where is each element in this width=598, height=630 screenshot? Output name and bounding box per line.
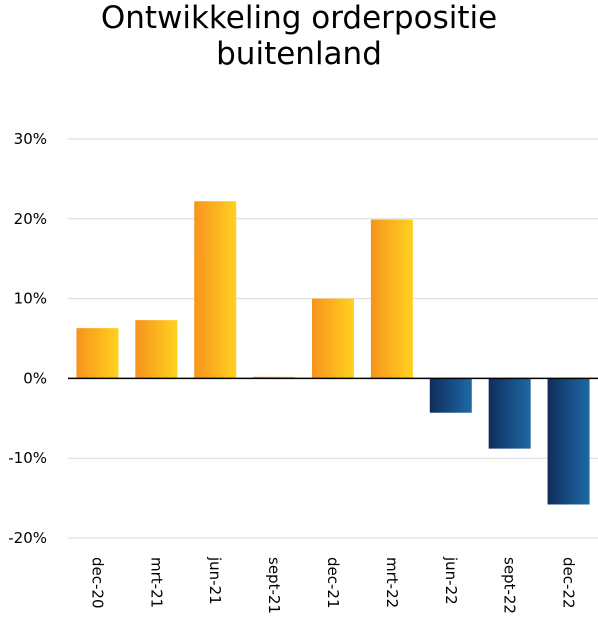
x-category-label: sept-22 xyxy=(501,557,519,614)
y-tick-label: 20% xyxy=(14,210,47,228)
x-category-label: dec-21 xyxy=(324,557,342,609)
y-tick-label: -20% xyxy=(8,529,47,547)
bar-dec-22 xyxy=(547,378,590,505)
chart-title-line-2: buitenland xyxy=(216,36,382,72)
x-category-label: dec-20 xyxy=(88,557,106,609)
y-tick-label: 30% xyxy=(14,130,47,148)
bar-sept-22 xyxy=(488,378,531,449)
x-category-label: jun-22 xyxy=(442,556,460,605)
bar-dec-21 xyxy=(312,298,354,379)
bars xyxy=(76,201,590,505)
chart-title: Ontwikkeling orderpositie buitenland xyxy=(0,0,598,72)
bar-jun-21 xyxy=(194,201,237,379)
y-tick-label: -10% xyxy=(8,449,47,467)
y-tick-label: 10% xyxy=(14,290,47,308)
bar-sept-21 xyxy=(253,376,296,379)
chart-title-line-1: Ontwikkeling orderpositie xyxy=(100,0,498,36)
bar-jun-22 xyxy=(429,378,472,413)
bar-mrt-22 xyxy=(370,219,413,379)
x-category-label: dec-22 xyxy=(560,557,578,609)
x-axis-labels: dec-20 mrt-21 jun-21 sept-21 dec-21 mrt-22 jun… xyxy=(88,556,577,614)
x-category-label: sept-21 xyxy=(265,557,283,614)
y-tick-label: 0% xyxy=(23,369,47,387)
x-category-label: mrt-21 xyxy=(147,557,165,608)
y-axis-ticks: 30% 20% 10% 0% -10% -20% xyxy=(8,130,47,547)
x-category-label: jun-21 xyxy=(206,556,224,605)
bar-dec-20 xyxy=(76,328,119,379)
x-category-label: mrt-22 xyxy=(383,557,401,608)
bar-mrt-21 xyxy=(135,320,178,379)
